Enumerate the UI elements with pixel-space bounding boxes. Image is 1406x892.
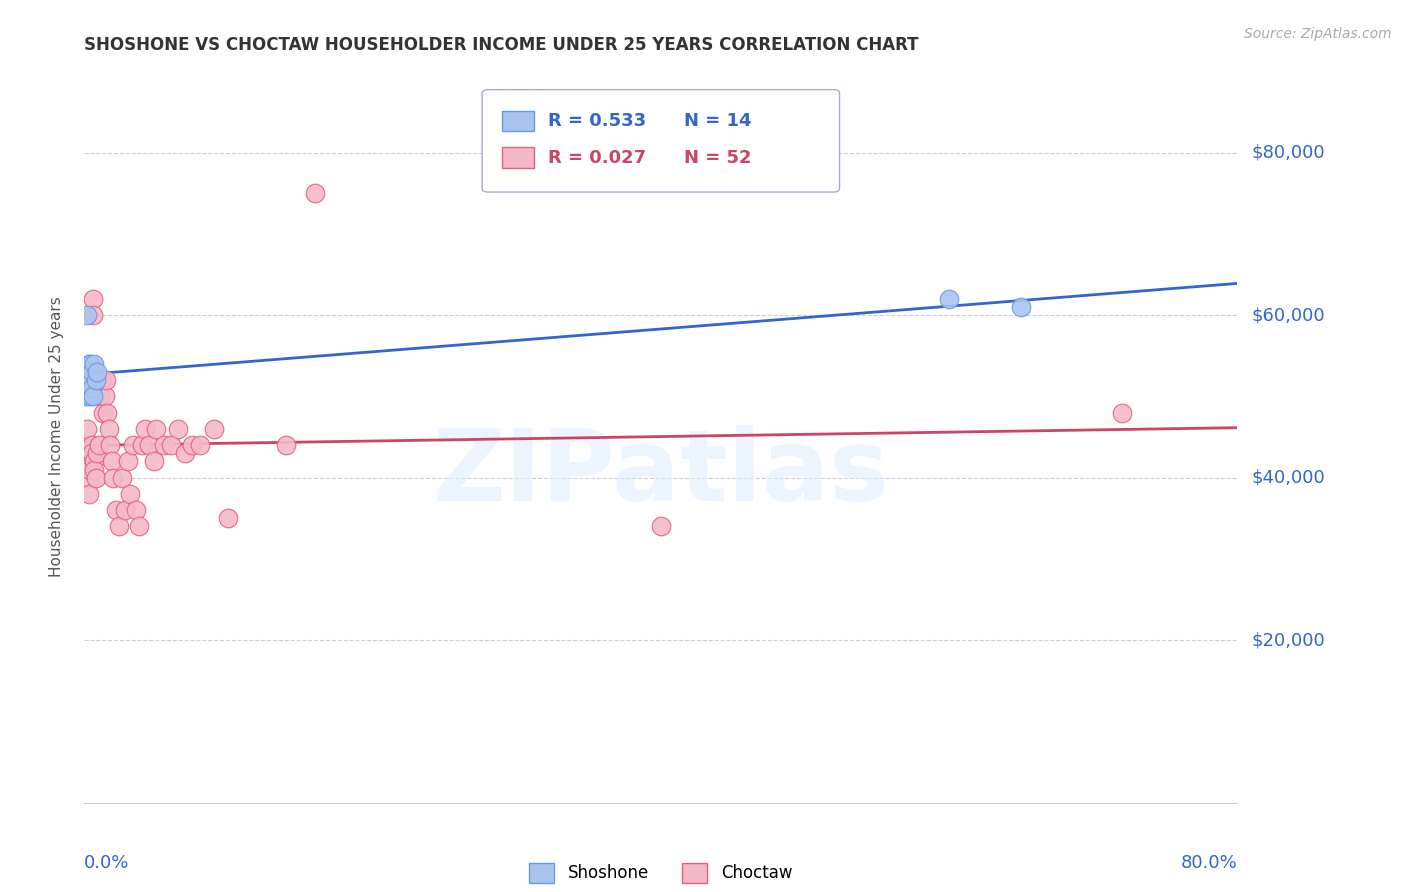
Point <box>76 454 98 468</box>
Point <box>89 389 111 403</box>
Point <box>145 422 167 436</box>
Text: 0.0%: 0.0% <box>84 854 129 872</box>
Point <box>217 511 239 525</box>
Point <box>84 471 107 485</box>
Point <box>82 389 104 403</box>
Point <box>114 503 136 517</box>
Point <box>174 446 197 460</box>
Point <box>117 454 139 468</box>
Text: $20,000: $20,000 <box>1251 632 1324 649</box>
Point <box>86 365 108 379</box>
Text: $80,000: $80,000 <box>1251 144 1324 161</box>
Point <box>938 292 960 306</box>
Text: $60,000: $60,000 <box>1251 306 1324 324</box>
Point <box>76 308 98 322</box>
Text: SHOSHONE VS CHOCTAW HOUSEHOLDER INCOME UNDER 25 YEARS CORRELATION CHART: SHOSHONE VS CHOCTAW HOUSEHOLDER INCOME U… <box>84 36 920 54</box>
Y-axis label: Householder Income Under 25 years: Householder Income Under 25 years <box>49 297 63 577</box>
Point <box>77 373 100 387</box>
Point <box>111 471 134 485</box>
Point <box>83 357 105 371</box>
Text: Source: ZipAtlas.com: Source: ZipAtlas.com <box>1244 27 1392 41</box>
Point <box>83 454 105 468</box>
FancyBboxPatch shape <box>502 111 534 131</box>
Text: R = 0.533: R = 0.533 <box>548 112 645 130</box>
Point <box>131 438 153 452</box>
Point <box>90 373 112 387</box>
Point <box>160 438 183 452</box>
Point <box>108 519 131 533</box>
Point <box>181 438 204 452</box>
Point <box>80 438 103 452</box>
Text: ZIPatlas: ZIPatlas <box>433 425 889 522</box>
Point <box>91 406 114 420</box>
Text: N = 52: N = 52 <box>683 149 751 167</box>
Point <box>105 503 128 517</box>
Point <box>79 357 101 371</box>
Point <box>76 422 98 436</box>
Point <box>120 487 142 501</box>
Point <box>86 446 108 460</box>
Point <box>82 292 104 306</box>
Point <box>125 503 148 517</box>
Point <box>128 519 150 533</box>
Point <box>77 487 100 501</box>
Point <box>96 406 118 420</box>
Point <box>80 365 103 379</box>
Point <box>79 389 101 403</box>
Text: N = 14: N = 14 <box>683 112 751 130</box>
Point <box>100 454 122 468</box>
Point <box>188 438 211 452</box>
Text: $40,000: $40,000 <box>1251 468 1324 487</box>
Point <box>274 438 298 452</box>
Point <box>103 471 124 485</box>
Point <box>138 438 160 452</box>
Point <box>77 357 100 371</box>
Point <box>77 471 100 485</box>
Point <box>202 422 225 436</box>
Point <box>75 389 97 403</box>
Text: 80.0%: 80.0% <box>1181 854 1237 872</box>
Point <box>79 462 101 476</box>
Point <box>650 519 672 533</box>
Point <box>82 308 104 322</box>
FancyBboxPatch shape <box>482 90 839 192</box>
Point <box>1010 300 1032 314</box>
Point <box>84 373 107 387</box>
Point <box>304 186 326 201</box>
Point <box>152 438 174 452</box>
Point <box>94 373 117 387</box>
Point <box>80 381 103 395</box>
Point <box>98 438 121 452</box>
Point <box>134 422 156 436</box>
Point <box>1111 406 1133 420</box>
Point <box>122 438 145 452</box>
FancyBboxPatch shape <box>502 147 534 168</box>
Point <box>97 422 120 436</box>
Point <box>93 389 115 403</box>
Point <box>167 422 190 436</box>
Legend: Shoshone, Choctaw: Shoshone, Choctaw <box>523 856 799 889</box>
Point <box>87 438 110 452</box>
Point <box>79 446 101 460</box>
Point <box>142 454 165 468</box>
Point <box>83 462 105 476</box>
Point <box>75 438 97 452</box>
Point <box>80 446 103 460</box>
Text: R = 0.027: R = 0.027 <box>548 149 645 167</box>
